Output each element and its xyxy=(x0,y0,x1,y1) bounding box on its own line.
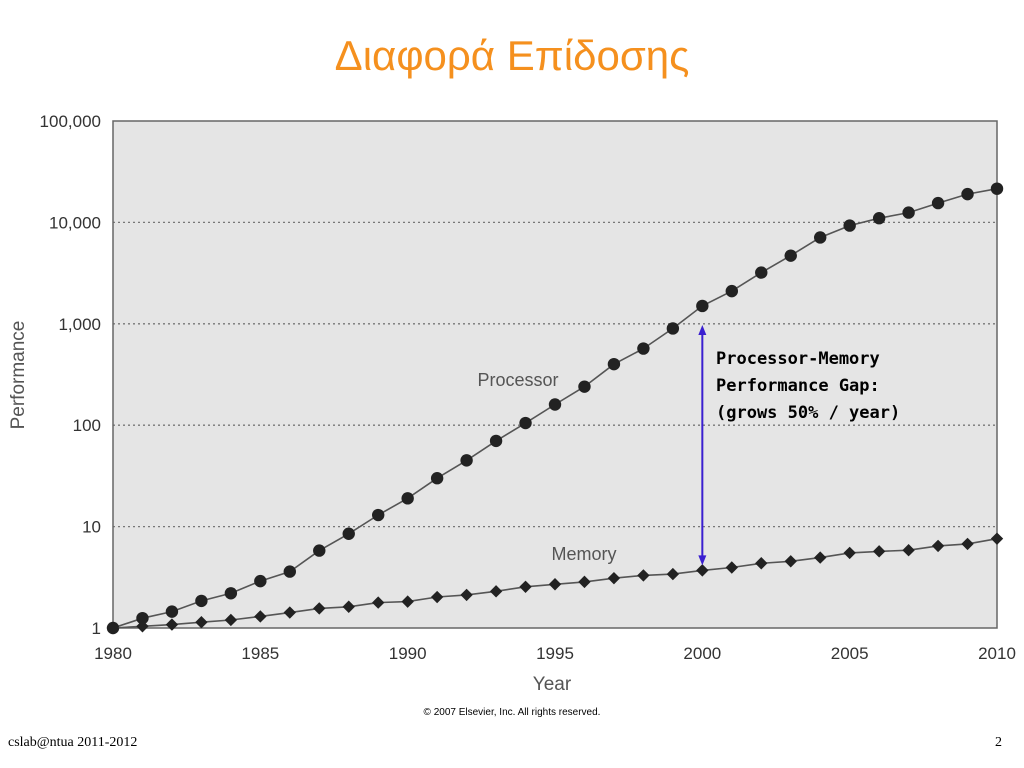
copyright-notice: © 2007 Elsevier, Inc. All rights reserve… xyxy=(424,707,601,718)
x-tick-label: 1990 xyxy=(389,644,427,663)
data-point-memory xyxy=(401,595,414,608)
data-point-processor xyxy=(430,472,444,485)
data-point-memory xyxy=(872,545,886,558)
y-tick-label: 10,000 xyxy=(49,213,101,232)
y-tick-label: 100 xyxy=(73,416,101,435)
data-point-memory xyxy=(460,588,473,602)
data-point-memory xyxy=(165,618,179,631)
data-point-memory xyxy=(755,557,768,570)
data-point-memory xyxy=(313,602,326,615)
series-label-processor: Processor xyxy=(477,370,558,390)
data-point-processor xyxy=(725,284,738,298)
data-point-memory xyxy=(814,551,827,564)
data-point-memory xyxy=(283,606,296,619)
x-tick-label: 1985 xyxy=(241,644,279,663)
gap-annotation: Processor-Memory Performance Gap: (grows… xyxy=(716,346,900,427)
data-point-memory xyxy=(784,555,797,568)
data-point-processor xyxy=(814,231,827,244)
data-point-processor xyxy=(401,492,414,505)
data-point-processor xyxy=(755,266,768,279)
data-point-processor xyxy=(931,196,945,210)
data-point-memory xyxy=(637,569,650,582)
y-axis-title: Performance xyxy=(8,321,29,430)
data-series xyxy=(106,182,1004,635)
data-point-memory xyxy=(548,578,562,591)
gap-arrow-head-down xyxy=(698,555,707,566)
data-point-memory xyxy=(607,571,621,585)
data-point-processor xyxy=(902,206,915,219)
data-point-memory xyxy=(990,532,1004,545)
data-point-memory xyxy=(106,621,120,635)
data-point-memory xyxy=(961,537,974,551)
data-point-processor xyxy=(254,574,267,588)
data-point-memory xyxy=(931,539,945,553)
data-point-processor xyxy=(961,187,974,201)
data-point-processor xyxy=(342,527,355,540)
data-point-memory xyxy=(666,567,680,581)
data-point-processor xyxy=(283,565,296,578)
data-point-processor xyxy=(990,182,1004,195)
data-point-processor xyxy=(519,416,532,430)
data-point-processor xyxy=(548,398,562,411)
data-point-processor xyxy=(666,322,680,335)
x-axis-title: Year xyxy=(533,674,572,695)
data-point-processor xyxy=(195,594,208,608)
x-tick-label: 2005 xyxy=(831,644,869,663)
data-point-memory xyxy=(902,544,915,557)
slide-title: Διαφορά Επίδοσης xyxy=(334,32,690,79)
page-number: 2 xyxy=(995,735,1002,750)
data-point-processor xyxy=(460,454,473,467)
data-point-memory xyxy=(136,620,149,633)
plot-frame xyxy=(112,120,998,629)
y-tick-label: 100,000 xyxy=(40,112,101,131)
data-point-processor xyxy=(637,342,650,355)
x-tick-label: 1995 xyxy=(536,644,574,663)
x-tick-label: 2000 xyxy=(683,644,721,663)
data-point-processor xyxy=(136,611,149,625)
y-tick-label: 1,000 xyxy=(58,315,101,334)
footer-course: cslab@ntua 2011-2012 xyxy=(8,735,138,750)
data-point-processor xyxy=(224,587,238,600)
data-point-memory xyxy=(725,561,738,574)
tick-labels: 1 10 100 1,000 10,000 100,000 1980 1985 1990 1995… xyxy=(40,112,1016,663)
x-tick-label: 1980 xyxy=(94,644,132,663)
data-point-memory xyxy=(372,596,385,609)
data-point-memory xyxy=(342,600,355,613)
series-label-memory: Memory xyxy=(551,544,616,564)
annotation-line: Processor-Memory xyxy=(716,349,880,369)
data-point-processor xyxy=(784,249,797,262)
data-point-processor xyxy=(696,299,709,313)
y-tick-label: 10 xyxy=(82,518,101,537)
data-point-memory xyxy=(843,546,856,560)
data-point-processor xyxy=(313,544,326,557)
plot-area xyxy=(113,121,997,628)
data-point-processor xyxy=(165,605,179,618)
data-point-memory xyxy=(696,564,709,577)
annotation-line: (grows 50% / year) xyxy=(716,403,901,423)
data-point-processor xyxy=(607,357,621,371)
y-tick-label: 1 xyxy=(92,619,101,638)
data-point-processor xyxy=(843,219,856,232)
data-point-memory xyxy=(578,575,591,589)
data-point-memory xyxy=(254,610,267,623)
data-point-memory xyxy=(224,613,238,627)
data-point-memory xyxy=(519,580,532,593)
data-point-processor xyxy=(872,212,886,225)
gap-arrow xyxy=(698,324,707,566)
data-point-processor xyxy=(578,380,591,393)
annotation-line: Performance Gap: xyxy=(716,376,880,396)
data-point-processor xyxy=(489,434,503,448)
x-tick-label: 2010 xyxy=(978,644,1016,663)
gap-arrow-head-up xyxy=(698,324,707,335)
data-point-memory xyxy=(489,585,503,598)
data-point-processor xyxy=(372,508,385,522)
data-point-memory xyxy=(430,590,444,604)
data-point-memory xyxy=(195,616,208,629)
